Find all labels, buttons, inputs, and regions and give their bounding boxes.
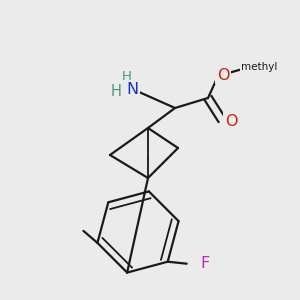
- Text: methyl: methyl: [241, 62, 277, 72]
- Text: N: N: [126, 82, 138, 97]
- Text: F: F: [200, 256, 209, 271]
- Text: H: H: [122, 70, 132, 83]
- Text: O: O: [225, 113, 237, 128]
- Text: O: O: [217, 68, 229, 82]
- Text: H: H: [111, 83, 122, 98]
